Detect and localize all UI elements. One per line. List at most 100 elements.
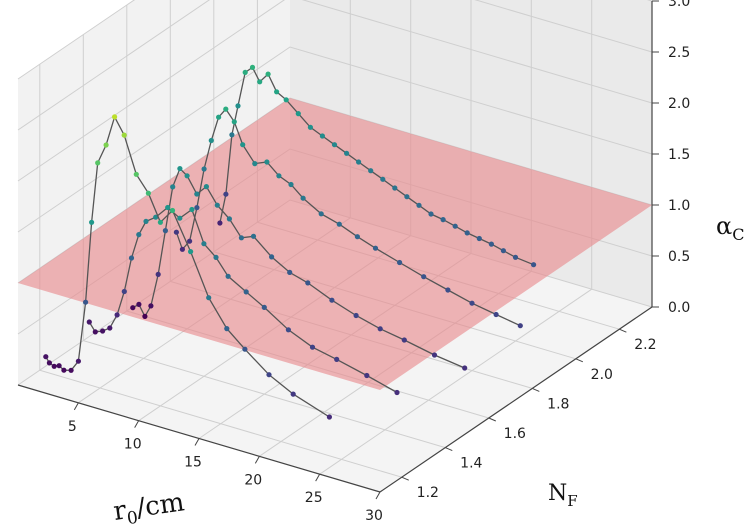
y-tick-label: 2.2	[634, 337, 656, 353]
data-point	[201, 166, 207, 172]
data-point	[288, 181, 294, 188]
data-point	[397, 259, 403, 266]
x-tick-mark	[73, 402, 79, 411]
data-point	[380, 176, 386, 182]
data-point	[229, 132, 235, 138]
z-axis-label-sub: C	[732, 225, 744, 244]
y-axis-label: NF	[548, 481, 578, 510]
data-point	[86, 319, 92, 325]
data-point	[206, 295, 212, 301]
data-point	[452, 223, 458, 229]
data-point	[500, 248, 506, 254]
data-point	[401, 337, 407, 343]
data-point	[300, 195, 306, 201]
data-point	[89, 219, 95, 225]
data-point	[372, 245, 379, 251]
data-point	[394, 389, 400, 396]
data-point	[416, 202, 422, 208]
data-point	[225, 273, 231, 279]
y-tick-mark	[488, 417, 496, 422]
data-point	[364, 372, 370, 379]
z-axis-label: αC	[716, 212, 744, 244]
data-point	[142, 313, 148, 319]
data-point	[121, 288, 127, 295]
data-point	[155, 271, 161, 277]
data-point	[488, 241, 494, 247]
x-tick-mark	[194, 438, 200, 446]
data-point	[133, 171, 139, 177]
x-tick-label: 20	[244, 472, 262, 488]
series-3	[130, 166, 468, 371]
z-gridline	[17, 46, 653, 233]
z-tick-label: 0.5	[668, 249, 690, 265]
x-axis-label-var: r	[112, 495, 129, 527]
y-axis-label-sub: F	[567, 492, 577, 510]
data-point	[217, 220, 223, 226]
z-tick-label: 1.5	[668, 147, 690, 163]
data-point	[249, 64, 256, 70]
data-point	[517, 323, 523, 329]
z-tick-label: 0.0	[668, 300, 690, 316]
reference-plane-layer	[18, 98, 652, 390]
data-point	[100, 328, 106, 334]
data-point	[226, 216, 232, 222]
data-point	[344, 150, 350, 156]
data-point	[224, 326, 230, 332]
data-point	[440, 217, 446, 223]
data-point	[143, 218, 149, 224]
data-point	[329, 297, 335, 303]
series-line	[132, 167, 465, 369]
data-point	[240, 142, 246, 148]
data-point	[276, 173, 282, 179]
z-tick-label: 2.5	[668, 45, 690, 61]
data-point	[128, 255, 135, 261]
series-2	[86, 204, 400, 396]
data-point	[242, 69, 248, 75]
data-point	[170, 184, 176, 190]
data-point	[445, 287, 451, 293]
data-point	[46, 360, 53, 366]
data-point	[377, 326, 383, 332]
y-tick-label: 1.2	[417, 485, 439, 501]
x-tick-mark	[375, 491, 381, 500]
data-point	[216, 114, 222, 120]
data-point	[266, 372, 272, 378]
data-point	[107, 325, 113, 331]
data-point	[354, 234, 360, 240]
data-point	[464, 230, 470, 236]
y-axis-line	[379, 306, 653, 493]
data-point	[356, 159, 362, 165]
data-point	[238, 235, 244, 241]
data-point	[295, 111, 301, 117]
data-point	[177, 166, 183, 172]
data-point	[319, 133, 325, 139]
y-tick-mark	[401, 476, 409, 481]
data-point	[305, 280, 311, 286]
data-point	[121, 132, 127, 138]
data-point	[428, 211, 434, 217]
y-tick-label: 2.0	[591, 367, 613, 383]
series-5	[217, 64, 537, 268]
x-tick-mark	[315, 473, 321, 482]
data-point	[431, 352, 438, 358]
y-tick-label: 1.4	[460, 456, 482, 472]
data-point	[231, 119, 237, 125]
data-point	[242, 346, 248, 352]
series-layer	[43, 64, 537, 420]
data-point	[287, 269, 293, 275]
x-tick-label: 10	[124, 437, 142, 453]
data-point	[179, 246, 185, 252]
data-point	[157, 219, 163, 225]
data-point	[243, 289, 249, 295]
data-point	[43, 354, 49, 360]
reference-plane	[18, 98, 652, 390]
data-point	[392, 185, 398, 191]
data-point	[252, 161, 258, 167]
data-point	[136, 232, 142, 238]
data-point	[250, 233, 257, 239]
data-point	[264, 159, 270, 165]
data-point	[531, 262, 537, 268]
data-point	[326, 414, 332, 420]
x-tick-label: 30	[365, 508, 383, 524]
data-point	[269, 254, 275, 260]
